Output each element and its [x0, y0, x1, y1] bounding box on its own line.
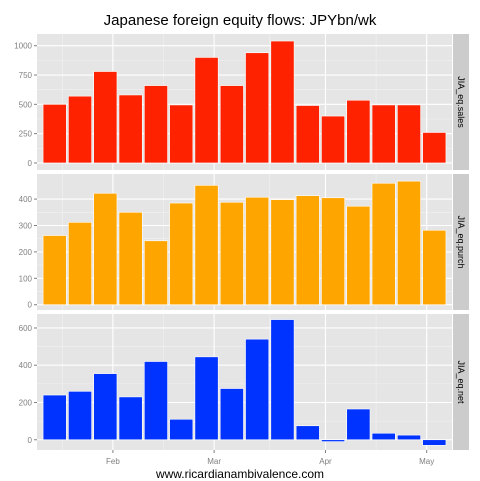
facet-label: JIA_eq.purch: [456, 215, 466, 268]
bar: [42, 394, 67, 441]
y-tick-label: 0: [28, 159, 33, 168]
bar: [68, 222, 92, 306]
bar: [42, 104, 67, 164]
bar: [219, 388, 244, 441]
y-tick-label: 1000: [14, 42, 32, 51]
x-tick-label: Apr: [319, 457, 332, 466]
bar: [321, 197, 346, 306]
bar: [295, 105, 320, 164]
bar: [118, 211, 143, 306]
bar: [42, 235, 67, 306]
facet-label: JIA_eq.sales: [456, 76, 466, 128]
bar: [346, 205, 371, 306]
bar: [169, 418, 194, 441]
bar: [219, 201, 244, 306]
bar: [371, 182, 396, 306]
bar: [118, 94, 143, 164]
bar: [346, 99, 371, 164]
bar: [422, 132, 447, 164]
facet-strip: [453, 174, 469, 310]
bar: [68, 391, 92, 441]
bar: [321, 439, 346, 442]
x-tick-label: Feb: [106, 457, 120, 466]
bar: [295, 425, 320, 441]
bar: [397, 104, 421, 164]
bar: [245, 196, 270, 306]
bar: [143, 361, 168, 441]
y-tick-label: 600: [19, 324, 33, 333]
y-tick-label: 200: [19, 248, 33, 257]
bar: [93, 373, 118, 441]
y-tick-label: 750: [19, 71, 33, 80]
chart-caption: www.ricardianambivalence.com: [155, 467, 325, 481]
y-tick-label: 400: [19, 361, 33, 370]
bar: [194, 57, 219, 164]
facet-strip: [453, 314, 469, 450]
facet-label: JIA_eq.net: [456, 360, 466, 404]
y-tick-label: 0: [28, 301, 33, 310]
x-tick-label: May: [419, 457, 434, 466]
bar: [422, 229, 447, 306]
bar: [371, 104, 396, 164]
y-tick-label: 400: [19, 195, 33, 204]
bar: [245, 338, 270, 441]
x-tick-label: Mar: [207, 457, 221, 466]
bar: [118, 396, 143, 441]
bar: [143, 85, 168, 164]
bar: [93, 71, 118, 164]
y-tick-label: 0: [28, 436, 33, 445]
y-tick-label: 300: [19, 221, 33, 230]
bar: [295, 195, 320, 306]
bar: [346, 408, 371, 441]
y-tick-label: 200: [19, 398, 33, 407]
bar: [245, 52, 270, 164]
bar: [321, 115, 346, 164]
bar: [397, 180, 421, 306]
bar: [68, 95, 92, 164]
bar: [169, 104, 194, 164]
bar: [270, 319, 295, 441]
chart-title: Japanese foreign equity flows: JPYbn/wk: [103, 12, 377, 29]
bar: [194, 356, 219, 441]
bar: [169, 202, 194, 306]
facet-strip: [453, 34, 469, 170]
bar: [422, 439, 447, 446]
bar: [194, 185, 219, 306]
y-tick-label: 250: [19, 130, 33, 139]
bar: [371, 432, 396, 441]
bar: [93, 192, 118, 306]
bar: [143, 240, 168, 306]
bar: [397, 434, 421, 441]
y-tick-label: 100: [19, 274, 33, 283]
bar: [219, 85, 244, 164]
bar: [270, 40, 295, 164]
bar: [270, 199, 295, 306]
y-tick-label: 500: [19, 100, 33, 109]
